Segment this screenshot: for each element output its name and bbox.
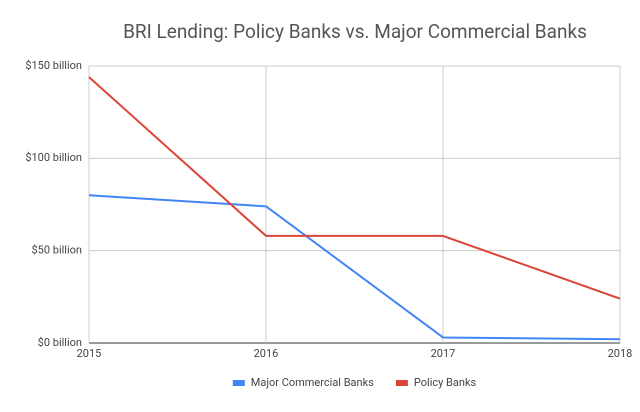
y-tick-label: $50 billion bbox=[32, 244, 83, 257]
series-line bbox=[88, 194, 621, 341]
legend-label: Major Commercial Banks bbox=[251, 376, 374, 389]
y-tick-label: $100 billion bbox=[25, 151, 82, 164]
series-line bbox=[88, 76, 621, 300]
y-tick-label: $150 billion bbox=[25, 59, 82, 72]
x-tick-label: 2017 bbox=[431, 347, 456, 360]
x-tick-label: 2015 bbox=[77, 347, 102, 360]
chart-title: BRI Lending: Policy Banks vs. Major Comm… bbox=[123, 20, 587, 43]
legend-swatch bbox=[395, 380, 408, 386]
x-tick-label: 2016 bbox=[254, 347, 279, 360]
y-tick-label: $0 billion bbox=[38, 336, 82, 349]
x-tick-label: 2018 bbox=[608, 347, 633, 360]
legend-label: Policy Banks bbox=[414, 376, 477, 389]
legend-swatch bbox=[232, 380, 245, 386]
